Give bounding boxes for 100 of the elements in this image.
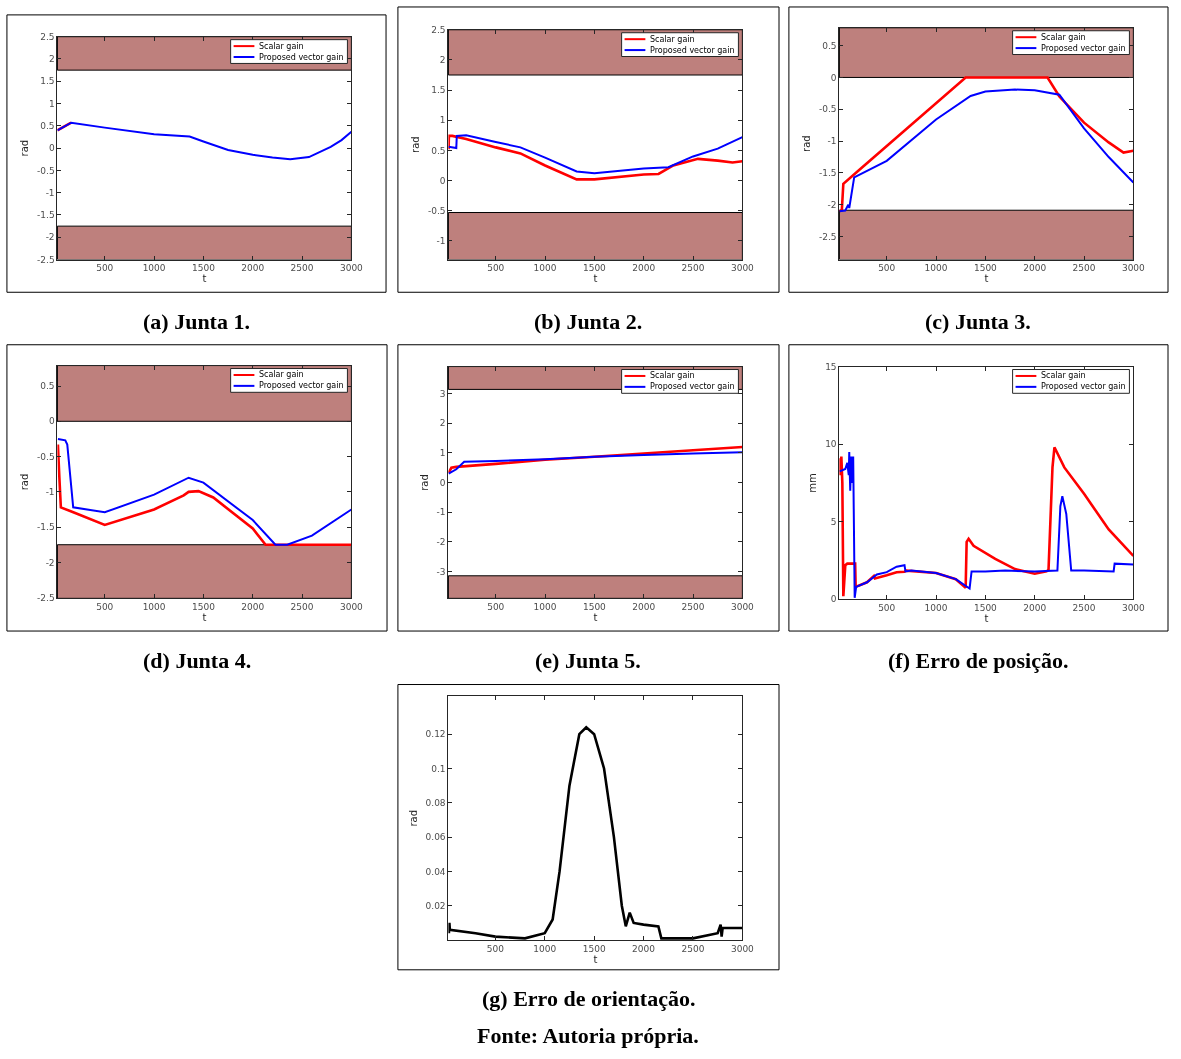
text: (d) Junta 4.: [143, 648, 252, 673]
legend-label: Scalar gain: [1041, 371, 1086, 380]
y-tick-label: 2.5: [431, 24, 446, 35]
y-tick-label: 1.5: [40, 76, 55, 87]
x-tick-label: 2000: [1023, 263, 1047, 274]
y-tick-label: 3: [439, 388, 446, 399]
y-tick-label: -3: [436, 566, 446, 577]
y-axis-title: rad: [410, 136, 422, 153]
x-tick-label: 1000: [533, 602, 557, 613]
x-tick-label: 500: [96, 263, 114, 274]
y-tick-label: 0: [48, 143, 55, 154]
x-tick-label: 1000: [142, 263, 166, 274]
y-tick-label: -2.5: [37, 254, 55, 265]
y-tick-label: 0.5: [40, 121, 55, 131]
x-tick-label: 3000: [730, 602, 755, 613]
y-tick-label: 0.06: [425, 832, 446, 843]
y-tick-label: 2.5: [40, 31, 55, 42]
y-tick-label: -2: [45, 232, 55, 243]
y-tick-label: -1.5: [37, 210, 55, 221]
x-tick-label: 500: [96, 602, 114, 613]
x-tick-label: 2500: [1072, 263, 1096, 274]
x-axis-title: t: [593, 273, 598, 285]
x-axis-title: t: [202, 273, 207, 285]
y-tick-label: 1.5: [431, 85, 446, 96]
y-tick-label: 2: [48, 54, 55, 65]
text: (a) Junta 1.: [143, 309, 250, 334]
x-axis-title: t: [593, 612, 598, 624]
y-axis-title: mm: [807, 473, 819, 493]
legend-label: Proposed vector gain: [650, 46, 735, 55]
y-tick-label: 2: [439, 418, 446, 429]
y-tick-label: 0.5: [40, 381, 55, 392]
y-tick-label: -1: [45, 187, 55, 198]
x-tick-label: 2000: [632, 602, 656, 613]
x-tick-label: 500: [487, 263, 505, 274]
x-tick-label: 2500: [681, 263, 705, 274]
x-tick-label: 2000: [632, 263, 656, 274]
y-tick-label: 1: [439, 115, 446, 126]
y-tick-label: -1.5: [37, 522, 55, 533]
x-tick-label: 3000: [1121, 263, 1146, 274]
y-axis-title: rad: [19, 473, 31, 491]
y-axis-title: rad: [19, 139, 31, 157]
y-tick-label: -2.5: [37, 592, 55, 603]
y-tick-label: -2: [436, 537, 446, 548]
x-tick-label: 1500: [973, 263, 998, 274]
legend-label: Scalar gain: [259, 42, 304, 51]
x-tick-label: 3000: [730, 263, 755, 274]
x-tick-label: 500: [878, 263, 896, 274]
y-tick-label: 2: [439, 55, 446, 66]
x-tick-label: 1500: [973, 603, 998, 614]
x-tick-label: 2500: [1072, 603, 1096, 614]
y-tick-label: 0.08: [425, 797, 446, 808]
source-note: Fonte: Autoria própria.: [477, 1023, 699, 1048]
text: (f) Erro de posição.: [888, 648, 1069, 673]
y-tick-label: 0: [48, 416, 55, 427]
x-axis-title: t: [593, 953, 598, 965]
y-axis-title: rad: [407, 809, 419, 827]
y-tick-label: -1: [45, 486, 55, 497]
legend-label: Proposed vector gain: [259, 53, 344, 62]
x-axis-title: t: [202, 612, 207, 624]
text: (e) Junta 5.: [535, 648, 641, 673]
x-tick-label: 500: [878, 603, 896, 614]
y-tick-label: 0.1: [431, 763, 446, 774]
x-tick-label: 2500: [681, 602, 705, 613]
legend-label: Scalar gain: [259, 370, 304, 379]
y-tick-label: -1: [436, 507, 446, 518]
x-tick-label: 1500: [582, 943, 606, 954]
y-tick-label: 5: [830, 516, 837, 527]
y-tick-label: -0.5: [428, 205, 446, 216]
y-tick-label: 15: [825, 361, 837, 372]
legend-label: Proposed vector gain: [650, 382, 735, 391]
x-tick-label: 1000: [142, 602, 166, 613]
x-tick-label: 1500: [582, 602, 607, 613]
y-tick-label: -0.5: [37, 451, 55, 462]
x-tick-label: 3000: [730, 943, 755, 954]
y-tick-label: 0: [439, 477, 446, 488]
x-tick-label: 1000: [533, 263, 557, 274]
y-tick-label: -1: [827, 136, 837, 147]
x-tick-label: 1500: [191, 602, 216, 613]
y-tick-label: 0: [830, 594, 837, 605]
y-tick-label: 0.5: [822, 40, 837, 51]
y-tick-label: 0.12: [425, 729, 446, 740]
y-tick-label: -1.5: [819, 168, 837, 179]
y-axis-title: rad: [418, 474, 430, 491]
legend-label: Proposed vector gain: [259, 381, 344, 390]
text: (b) Junta 2.: [534, 309, 643, 334]
y-tick-label: -2.5: [819, 231, 837, 242]
legend-label: Scalar gain: [1041, 33, 1086, 42]
y-tick-label: 0.04: [425, 866, 446, 877]
y-tick-label: 0.02: [425, 900, 446, 911]
y-tick-label: -0.5: [819, 104, 837, 115]
x-tick-label: 3000: [339, 602, 364, 613]
y-tick-label: -2: [45, 557, 55, 568]
legend-label: Scalar gain: [650, 35, 695, 44]
y-tick-label: 0: [830, 72, 837, 83]
x-tick-label: 1000: [924, 603, 948, 614]
y-tick-label: -1: [436, 236, 446, 247]
x-tick-label: 2000: [241, 602, 265, 613]
x-tick-label: 2000: [241, 263, 265, 274]
x-tick-label: 1000: [924, 263, 948, 274]
y-tick-label: 10: [825, 439, 837, 450]
